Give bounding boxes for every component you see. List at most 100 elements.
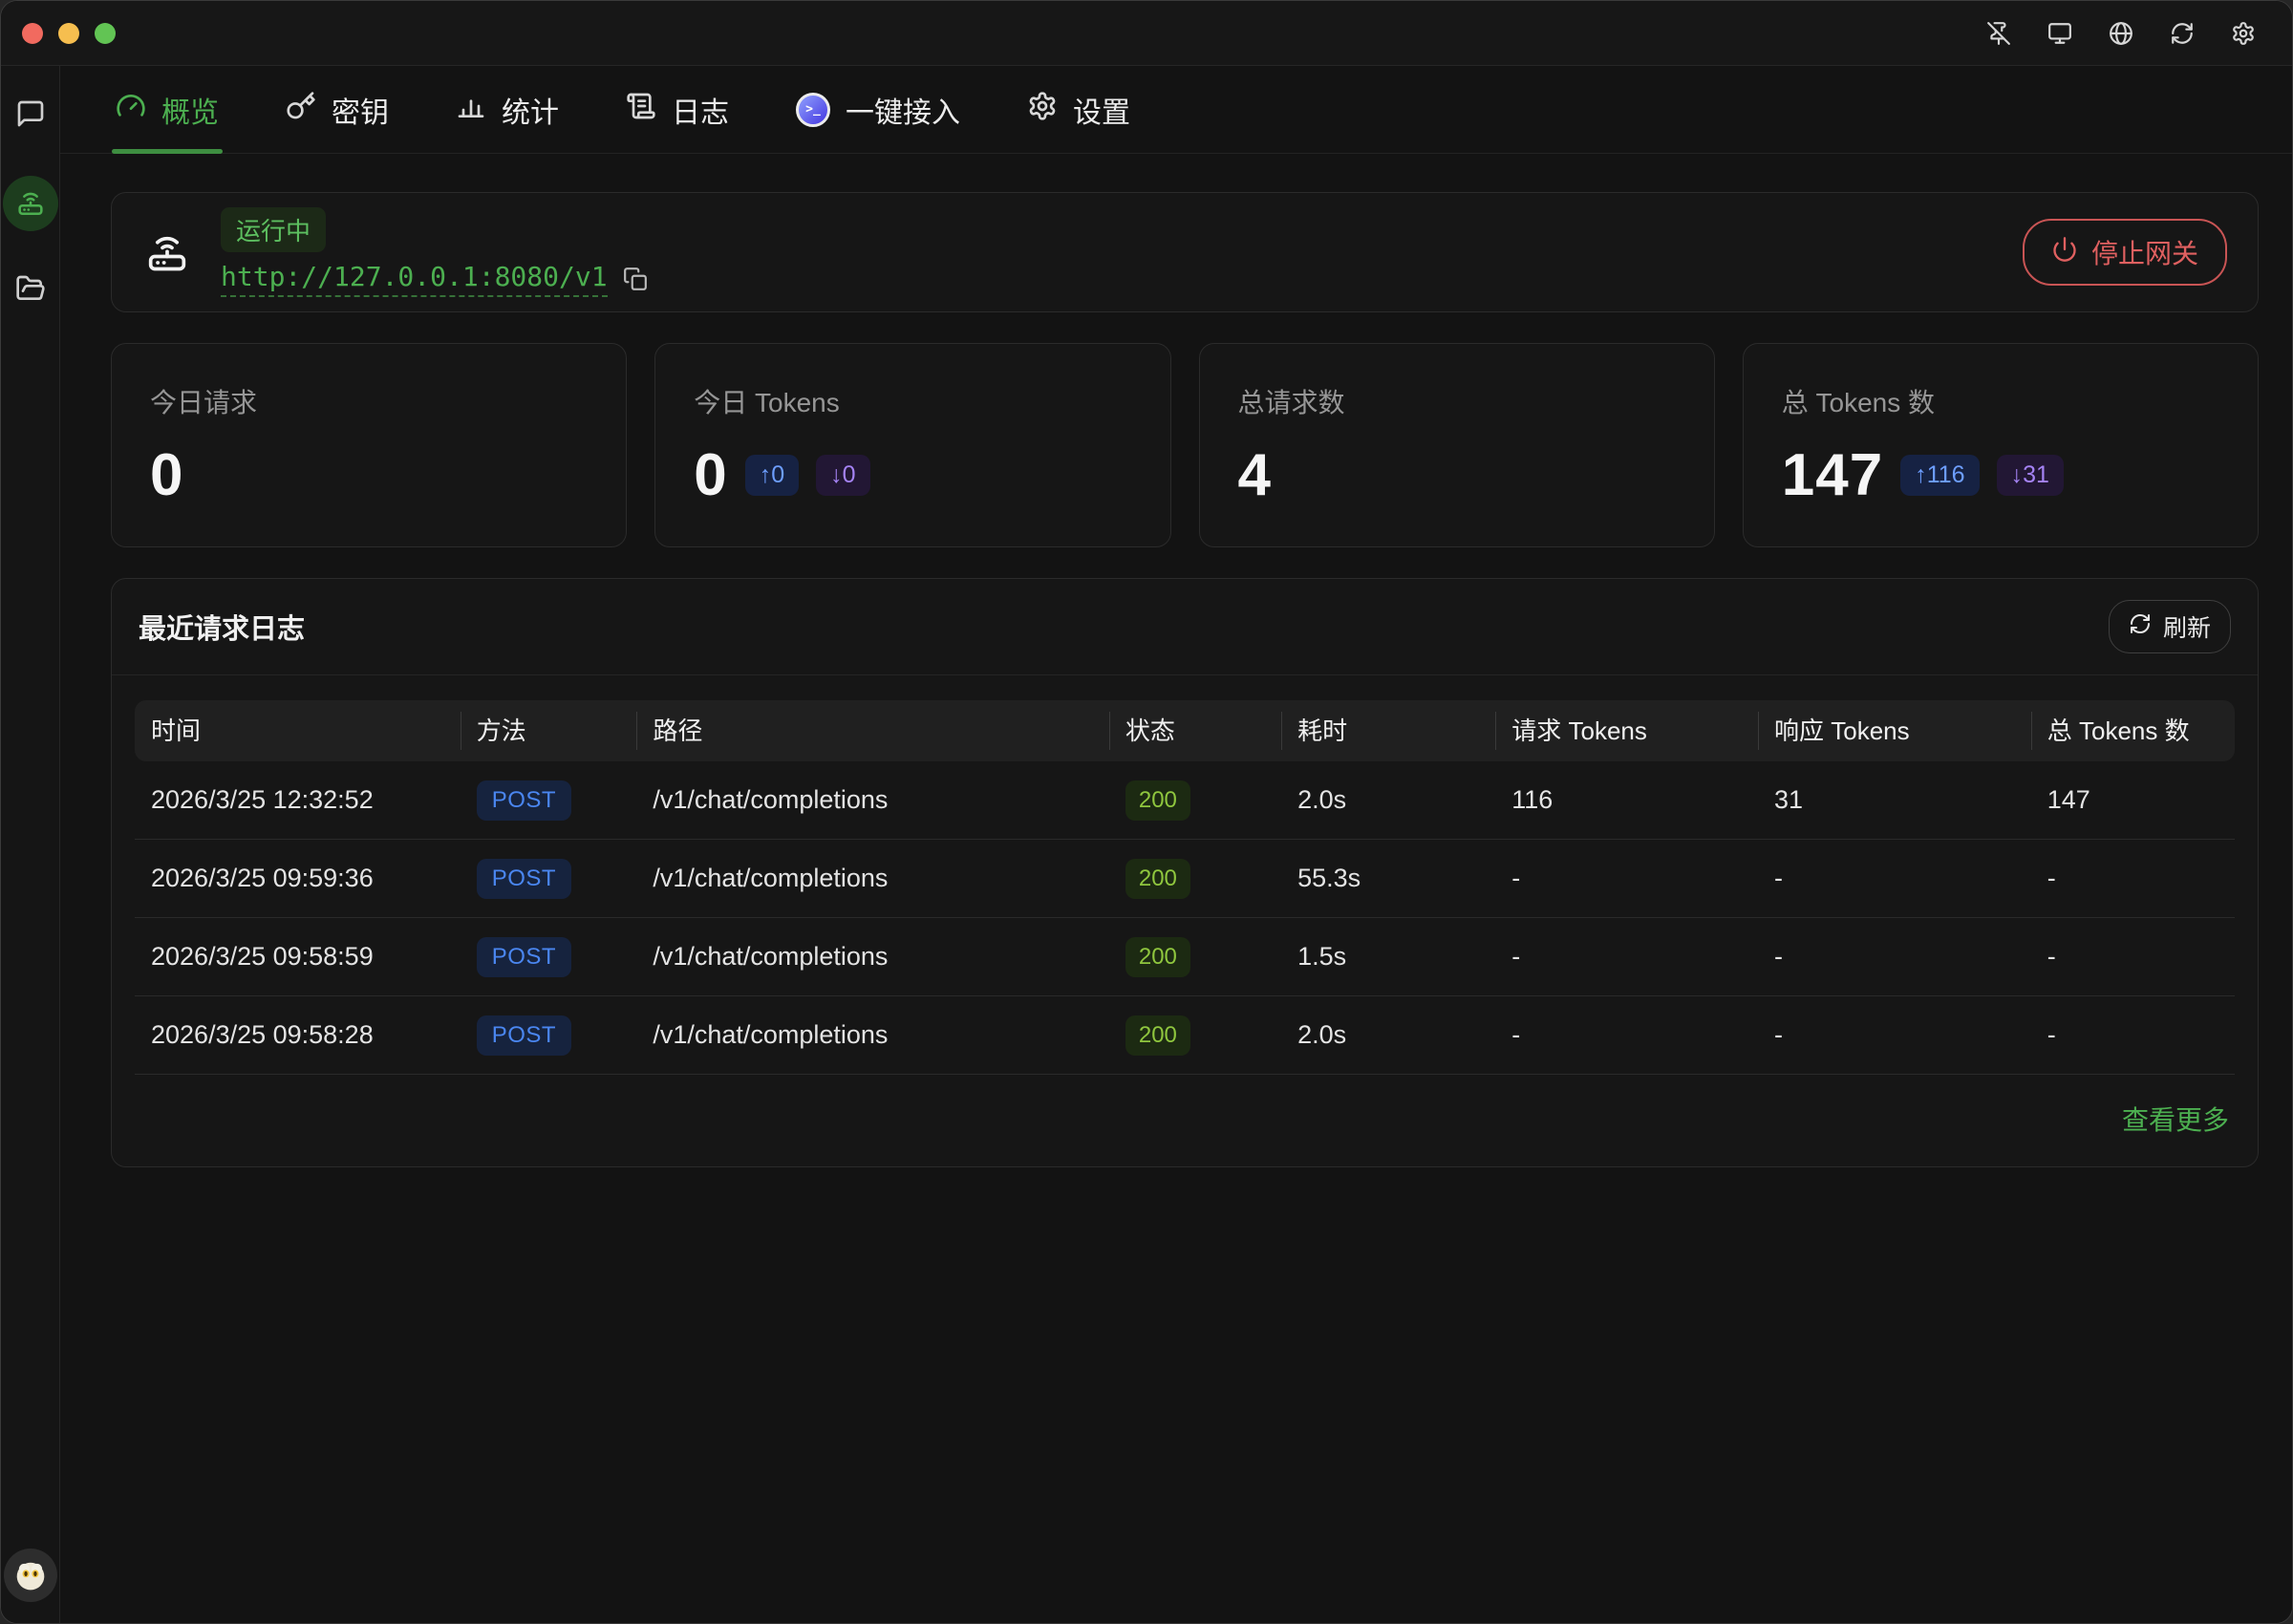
scroll-icon: [626, 91, 656, 129]
cell-res-tokens: -: [1774, 942, 1784, 971]
traffic-lights: [22, 22, 116, 44]
stat-value: 0: [150, 442, 184, 508]
tab-label: 统计: [502, 96, 559, 129]
status-code-badge: 200: [1125, 936, 1190, 977]
sidebar-item-chat[interactable]: [15, 98, 46, 134]
output-tokens-badge: ↓31: [1996, 455, 2064, 496]
sidebar: [1, 66, 60, 1623]
stat-label: 今日请求: [150, 388, 258, 417]
tab-label: 密钥: [332, 96, 389, 129]
panel-title: 最近请求日志: [139, 614, 306, 645]
cell-path: /v1/chat/completions: [653, 864, 889, 892]
column-header: 总 Tokens 数: [2030, 700, 2235, 761]
tab-stats[interactable]: 统计: [456, 66, 559, 153]
key-icon: [286, 91, 316, 129]
sidebar-item-gateway[interactable]: [2, 176, 58, 231]
chat-bubble-icon: [15, 98, 46, 134]
router-icon: [14, 185, 47, 223]
folder-open-icon: [15, 273, 46, 309]
stats-row: 今日请求 0 今日 Tokens 0 ↑0 ↓0: [111, 343, 2259, 547]
cell-time: 2026/3/25 12:32:52: [151, 785, 374, 814]
gateway-url-link[interactable]: http://127.0.0.1:8080/v1: [221, 261, 608, 297]
stat-card-total-tokens: 总 Tokens 数 147 ↑116 ↓31: [1742, 343, 2259, 547]
cell-res-tokens: -: [1774, 1020, 1784, 1049]
router-icon: [142, 225, 192, 280]
cell-path: /v1/chat/completions: [653, 942, 889, 971]
cell-path: /v1/chat/completions: [653, 1020, 889, 1049]
refresh-icon: [2129, 612, 2152, 642]
cell-path: /v1/chat/completions: [653, 785, 889, 814]
stat-value: 4: [1237, 442, 1272, 508]
cell-duration: 2.0s: [1297, 785, 1347, 814]
cell-duration: 1.5s: [1297, 942, 1347, 971]
pin-off-icon[interactable]: [1986, 21, 2011, 46]
stat-card-total-requests: 总请求数 4: [1198, 343, 1715, 547]
tab-keys[interactable]: 密钥: [286, 66, 389, 153]
tab-label: 一键接入: [846, 96, 960, 129]
globe-icon[interactable]: [2109, 21, 2133, 46]
cell-req-tokens: 116: [1511, 785, 1554, 814]
cell-res-tokens: -: [1774, 864, 1784, 892]
logs-table: 时间 方法 路径 状态 耗时 请求 Tokens 响应 Tokens 总 Tok…: [112, 675, 2258, 1075]
cell-total-tokens: 147: [2047, 785, 2090, 814]
column-header: 请求 Tokens: [1495, 700, 1758, 761]
tab-quick-connect[interactable]: >_ 一键接入: [796, 66, 960, 153]
cell-time: 2026/3/25 09:58:59: [151, 942, 374, 971]
stat-label: 总 Tokens 数: [1781, 388, 1936, 417]
table-row: 2026/3/25 09:58:28 POST /v1/chat/complet…: [135, 996, 2235, 1075]
table-row: 2026/3/25 12:32:52 POST /v1/chat/complet…: [135, 761, 2235, 840]
stat-label: 今日 Tokens: [694, 388, 840, 417]
input-tokens-badge: ↑116: [1900, 455, 1980, 496]
column-header: 时间: [151, 716, 202, 745]
column-header: 方法: [460, 700, 637, 761]
settings-icon[interactable]: [2231, 21, 2256, 46]
tab-settings[interactable]: 设置: [1027, 66, 1130, 153]
view-more-link[interactable]: 查看更多: [2121, 1105, 2229, 1135]
cell-res-tokens: 31: [1774, 785, 1804, 814]
column-header: 路径: [636, 700, 1109, 761]
output-tokens-badge: ↓0: [816, 455, 870, 496]
close-window-button[interactable]: [22, 22, 43, 44]
column-header: 耗时: [1281, 700, 1495, 761]
tab-label: 日志: [672, 96, 729, 129]
zoom-window-button[interactable]: [95, 22, 116, 44]
table-row: 2026/3/25 09:59:36 POST /v1/chat/complet…: [135, 840, 2235, 918]
stat-value: 147: [1781, 442, 1884, 508]
status-code-badge: 200: [1125, 780, 1190, 821]
cell-duration: 55.3s: [1297, 864, 1361, 892]
cell-req-tokens: -: [1511, 864, 1521, 892]
method-badge: POST: [476, 780, 572, 821]
recent-logs-panel: 最近请求日志 刷新 时间 方法 路径 状态 耗时 请: [111, 578, 2259, 1167]
tab-label: 概览: [161, 96, 219, 129]
user-avatar[interactable]: [3, 1549, 57, 1602]
cell-duration: 2.0s: [1297, 1020, 1347, 1049]
stat-value: 0: [694, 442, 728, 508]
tab-logs[interactable]: 日志: [626, 66, 729, 153]
column-header: 响应 Tokens: [1758, 700, 2031, 761]
gateway-status-card: 运行中 http://127.0.0.1:8080/v1 停止网关: [111, 192, 2259, 312]
refresh-logs-button[interactable]: 刷新: [2108, 600, 2231, 653]
status-code-badge: 200: [1125, 1015, 1190, 1056]
refresh-icon[interactable]: [2170, 21, 2195, 46]
tab-overview[interactable]: 概览: [112, 66, 223, 154]
minimize-window-button[interactable]: [58, 22, 79, 44]
cell-time: 2026/3/25 09:58:28: [151, 1020, 374, 1049]
monitor-icon[interactable]: [2047, 21, 2072, 46]
sidebar-item-files[interactable]: [15, 273, 46, 309]
column-header: 状态: [1108, 700, 1281, 761]
method-badge: POST: [476, 1015, 572, 1056]
method-badge: POST: [476, 858, 572, 899]
stop-gateway-button[interactable]: 停止网关: [2022, 219, 2227, 286]
table-row: 2026/3/25 09:58:59 POST /v1/chat/complet…: [135, 918, 2235, 996]
terminal-app-icon: >_: [796, 92, 830, 127]
cell-total-tokens: -: [2047, 1020, 2056, 1049]
bar-chart-icon: [456, 91, 486, 129]
gauge-icon: [116, 91, 146, 129]
method-badge: POST: [476, 936, 572, 977]
tab-label: 设置: [1073, 96, 1130, 129]
power-icon: [2051, 236, 2078, 269]
cell-req-tokens: -: [1511, 942, 1521, 971]
cell-req-tokens: -: [1511, 1020, 1521, 1049]
copy-icon[interactable]: [623, 267, 648, 291]
